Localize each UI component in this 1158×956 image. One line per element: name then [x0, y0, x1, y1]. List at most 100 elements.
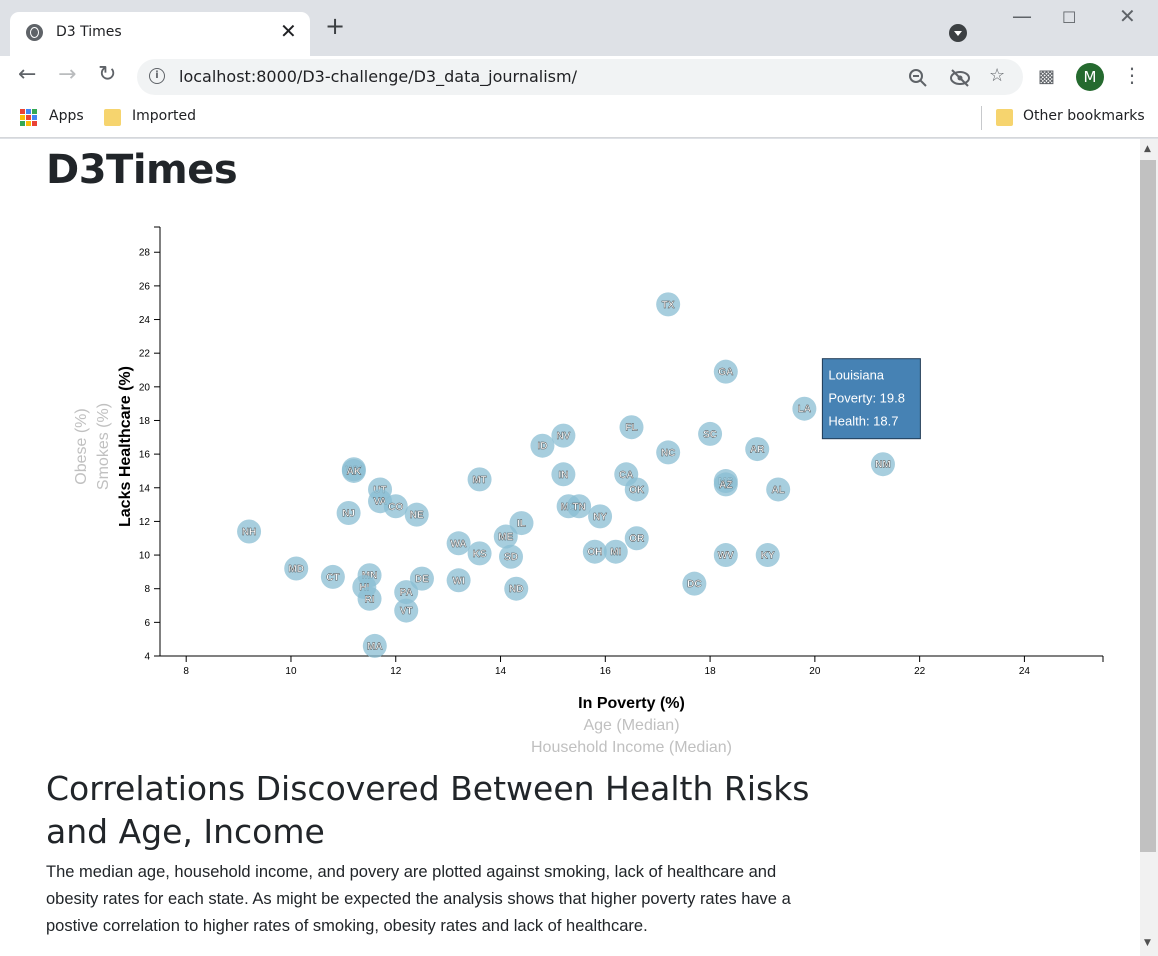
state-label: ID — [537, 441, 547, 452]
bookmark-other[interactable]: Other bookmarks — [1023, 108, 1145, 124]
y-tick-label: 14 — [139, 483, 151, 494]
bookmark-apps[interactable]: Apps — [49, 108, 84, 124]
x-axis-label[interactable]: Household Income (Median) — [531, 739, 732, 756]
avatar[interactable]: M — [1076, 63, 1104, 91]
folder-icon — [104, 109, 121, 126]
state-circle[interactable] — [467, 541, 492, 566]
close-window-icon[interactable]: ✕ — [1119, 4, 1136, 28]
state-circle[interactable] — [467, 467, 492, 492]
tab-title: D3 Times — [56, 24, 122, 40]
scatter-chart: 8 10 12 14 16 18 20 22 24 4 6 8 10 12 14 16 18 20 22 24 26 28… — [73, 226, 1104, 756]
tooltip-line: Louisiana — [828, 368, 884, 383]
state-circle[interactable] — [682, 571, 707, 596]
state-circle[interactable] — [530, 433, 555, 458]
state-label: DC — [687, 579, 701, 590]
state-circle[interactable] — [588, 504, 613, 529]
tab-search-icon[interactable] — [949, 24, 967, 42]
state-circle[interactable] — [624, 477, 649, 502]
state-circle[interactable] — [567, 494, 592, 519]
close-tab-icon[interactable]: ✕ — [280, 19, 297, 43]
minimize-icon[interactable]: — — [1012, 4, 1032, 28]
folder-icon — [996, 109, 1013, 126]
state-circle[interactable] — [509, 511, 534, 536]
state-circle[interactable] — [624, 526, 649, 551]
new-tab-button[interactable]: + — [325, 12, 346, 40]
state-circle[interactable] — [446, 531, 471, 556]
state-circle[interactable] — [499, 544, 524, 569]
puzzle-icon[interactable]: ▩ — [1038, 66, 1056, 87]
more-vert-icon[interactable]: ⋮ — [1122, 63, 1142, 87]
state-circle[interactable] — [656, 292, 681, 317]
star-icon[interactable]: ☆ — [989, 65, 1006, 86]
x-axis-label[interactable]: In Poverty (%) — [578, 695, 685, 712]
state-circle[interactable] — [656, 440, 681, 465]
state-circle[interactable] — [341, 458, 366, 483]
y-tick-label: 18 — [139, 416, 151, 427]
state-circle[interactable] — [237, 519, 262, 544]
zoom-out-icon[interactable] — [908, 68, 928, 88]
state-circle[interactable] — [713, 359, 738, 384]
state-label: IL — [517, 519, 526, 530]
state-circle[interactable] — [409, 566, 434, 591]
state-circle[interactable] — [357, 586, 382, 611]
state-circle[interactable] — [766, 477, 791, 502]
state-circle[interactable] — [284, 556, 309, 581]
state-label: OR — [629, 534, 645, 545]
scroll-down-icon[interactable]: ▼ — [1144, 938, 1151, 948]
y-tick-label: 28 — [139, 248, 151, 259]
state-circle[interactable] — [336, 501, 361, 525]
state-label: ND — [509, 584, 523, 595]
y-axis-label[interactable]: Obese (%) — [73, 408, 90, 484]
state-circle[interactable] — [713, 543, 738, 568]
state-circle[interactable] — [551, 462, 576, 487]
y-axis-label[interactable]: Lacks Healthcare (%) — [117, 366, 134, 527]
maximize-icon[interactable]: ☐ — [1062, 8, 1077, 27]
scrollbar-thumb[interactable] — [1140, 160, 1156, 852]
y-axis-label[interactable]: Smokes (%) — [95, 403, 112, 490]
state-circle[interactable] — [551, 423, 576, 448]
state-label: IN — [558, 470, 568, 481]
state-circle[interactable] — [394, 598, 419, 623]
state-label: OH — [587, 547, 602, 558]
state-circle[interactable] — [383, 494, 408, 519]
forward-icon[interactable]: → — [58, 62, 77, 87]
state-circle[interactable] — [362, 633, 387, 658]
state-circle[interactable] — [320, 564, 345, 589]
state-label: NJ — [342, 509, 355, 520]
x-tick-label: 20 — [809, 666, 821, 677]
state-label: VT — [400, 606, 413, 617]
state-circle[interactable] — [713, 472, 738, 497]
state-circle[interactable] — [619, 415, 644, 440]
state-label: AK — [347, 466, 362, 477]
state-circle[interactable] — [870, 452, 895, 477]
state-circle[interactable] — [446, 568, 471, 593]
state-label: WA — [451, 539, 467, 550]
state-circle[interactable] — [603, 539, 628, 564]
section-title: Correlations Discovered Between Health R… — [46, 769, 810, 851]
state-circle[interactable] — [394, 580, 419, 605]
tooltip-box — [821, 358, 921, 440]
state-circle[interactable] — [745, 437, 770, 462]
state-label: NE — [410, 510, 424, 521]
bookmark-imported[interactable]: Imported — [132, 108, 196, 124]
state-label: RI — [365, 594, 375, 605]
state-circle[interactable] — [493, 524, 518, 549]
y-tick-label: 4 — [144, 652, 150, 663]
eye-off-icon[interactable] — [949, 68, 971, 88]
state-circle[interactable] — [582, 539, 607, 564]
url-text[interactable]: localhost:8000/D3-challenge/D3_data_jour… — [179, 67, 577, 86]
address-bar[interactable]: i localhost:8000/D3-challenge/D3_data_jo… — [137, 59, 1023, 95]
state-circle[interactable] — [792, 396, 817, 421]
scroll-up-icon[interactable]: ▲ — [1144, 144, 1151, 154]
back-icon[interactable]: ← — [18, 62, 37, 87]
y-tick-label: 10 — [139, 551, 151, 562]
info-icon[interactable]: i — [149, 68, 165, 84]
state-circle[interactable] — [404, 502, 429, 527]
state-circle[interactable] — [504, 576, 529, 601]
x-axis-label[interactable]: Age (Median) — [583, 717, 679, 734]
reload-icon[interactable]: ↻ — [98, 62, 117, 87]
state-circle[interactable] — [698, 421, 723, 446]
browser-tab[interactable]: D3 Times ✕ — [10, 12, 310, 56]
apps-grid-icon[interactable] — [20, 109, 37, 126]
state-circle[interactable] — [755, 543, 780, 568]
